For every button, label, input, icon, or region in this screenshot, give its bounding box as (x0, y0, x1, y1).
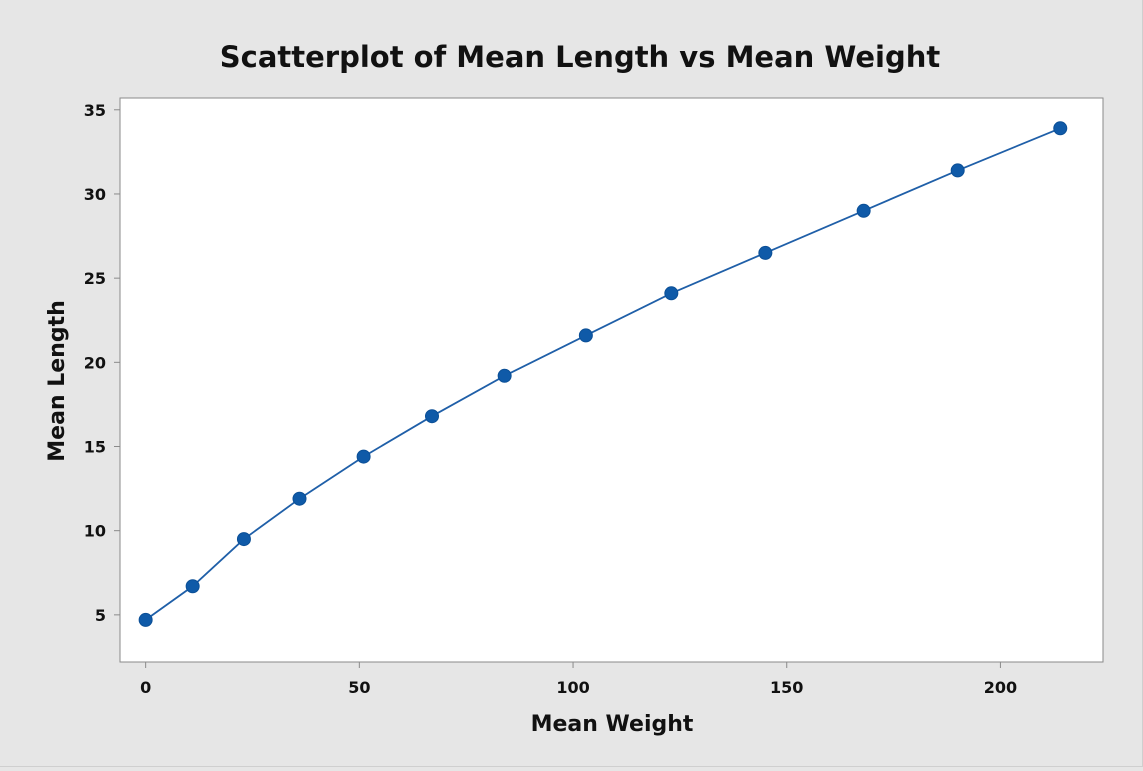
x-tick-label: 50 (348, 678, 370, 697)
data-point (356, 449, 371, 464)
y-axis-ticks: 5 10 15 20 25 30 35 (84, 101, 120, 625)
plot-area (119, 97, 1104, 663)
y-tick-label: 25 (84, 269, 106, 288)
y-tick-label: 10 (84, 522, 106, 541)
data-point (578, 328, 593, 343)
y-tick-label: 5 (95, 606, 106, 625)
chart-title: Scatterplot of Mean Length vs Mean Weigh… (220, 40, 941, 74)
y-axis-label: Mean Length (45, 300, 70, 462)
x-axis-ticks: 0 50 100 150 200 (140, 662, 1017, 697)
series-point-group (138, 121, 1068, 627)
data-point (758, 245, 773, 260)
x-tick-label: 150 (770, 678, 803, 697)
y-tick-label: 15 (84, 438, 106, 457)
data-point (292, 491, 307, 506)
y-tick-label: 30 (84, 185, 106, 204)
x-tick-label: 100 (556, 678, 589, 697)
data-point (664, 286, 679, 301)
data-point (185, 579, 200, 594)
y-tick-label: 35 (84, 101, 106, 120)
data-point (236, 532, 251, 547)
data-point (1053, 121, 1068, 136)
data-point (138, 612, 153, 627)
x-tick-label: 0 (140, 678, 151, 697)
y-tick-label: 20 (84, 353, 106, 372)
data-point (856, 203, 871, 218)
data-point (950, 163, 965, 178)
data-point (425, 409, 439, 424)
x-tick-label: 200 (984, 678, 1017, 697)
data-point (497, 368, 512, 383)
x-axis-label: Mean Weight (531, 712, 694, 737)
